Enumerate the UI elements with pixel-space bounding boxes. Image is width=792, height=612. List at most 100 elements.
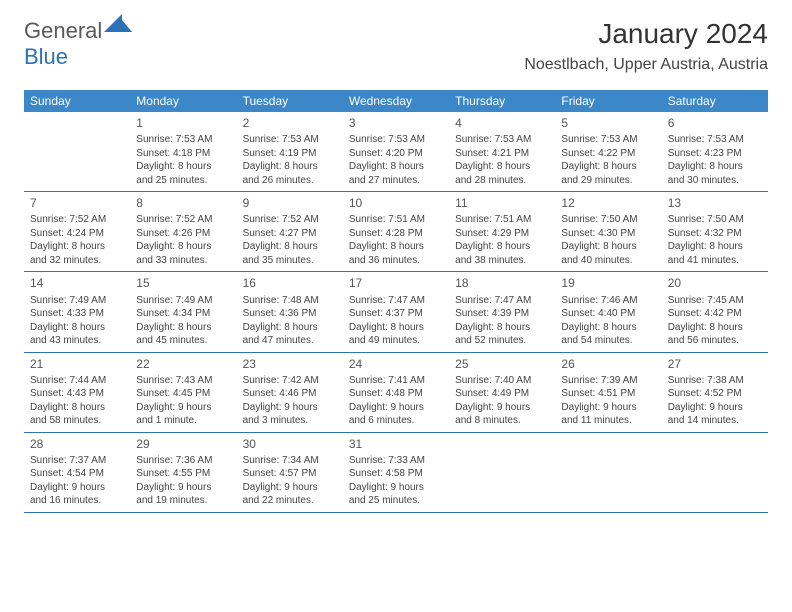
- day-info-line: Daylight: 8 hours: [243, 160, 337, 174]
- day-info-line: Sunset: 4:30 PM: [561, 227, 655, 241]
- day-info-line: Sunrise: 7:51 AM: [455, 213, 549, 227]
- day-info-line: and 25 minutes.: [136, 174, 230, 188]
- day-cell: 5Sunrise: 7:53 AMSunset: 4:22 PMDaylight…: [555, 112, 661, 191]
- day-info-line: Sunset: 4:32 PM: [668, 227, 762, 241]
- day-info-line: Daylight: 9 hours: [561, 401, 655, 415]
- calendar: SundayMondayTuesdayWednesdayThursdayFrid…: [24, 90, 768, 513]
- day-number: 17: [349, 275, 443, 291]
- day-info-line: Sunset: 4:49 PM: [455, 387, 549, 401]
- day-info-line: and 36 minutes.: [349, 254, 443, 268]
- day-number: 5: [561, 115, 655, 131]
- day-number: 16: [243, 275, 337, 291]
- day-info-line: Daylight: 8 hours: [30, 401, 124, 415]
- day-number: 4: [455, 115, 549, 131]
- weekday-header: Saturday: [662, 90, 768, 112]
- day-number: 11: [455, 195, 549, 211]
- day-info-line: Sunset: 4:54 PM: [30, 467, 124, 481]
- day-number: 25: [455, 356, 549, 372]
- day-info-line: Sunset: 4:29 PM: [455, 227, 549, 241]
- day-info-line: and 54 minutes.: [561, 334, 655, 348]
- day-info-line: and 43 minutes.: [30, 334, 124, 348]
- day-info-line: Daylight: 8 hours: [349, 160, 443, 174]
- weekday-header: Thursday: [449, 90, 555, 112]
- day-info-line: Sunset: 4:51 PM: [561, 387, 655, 401]
- day-cell: 18Sunrise: 7:47 AMSunset: 4:39 PMDayligh…: [449, 272, 555, 351]
- day-info-line: Sunrise: 7:49 AM: [30, 294, 124, 308]
- day-number: 19: [561, 275, 655, 291]
- day-info-line: Sunset: 4:24 PM: [30, 227, 124, 241]
- day-number: 15: [136, 275, 230, 291]
- day-info-line: and 38 minutes.: [455, 254, 549, 268]
- day-info-line: Sunrise: 7:53 AM: [561, 133, 655, 147]
- weekday-header: Monday: [130, 90, 236, 112]
- day-info-line: Sunrise: 7:33 AM: [349, 454, 443, 468]
- day-info-line: Daylight: 8 hours: [136, 160, 230, 174]
- day-info-line: Sunset: 4:20 PM: [349, 147, 443, 161]
- day-info-line: Sunrise: 7:41 AM: [349, 374, 443, 388]
- day-number: 3: [349, 115, 443, 131]
- day-cell: 3Sunrise: 7:53 AMSunset: 4:20 PMDaylight…: [343, 112, 449, 191]
- day-cell: [555, 433, 661, 512]
- week-row: 28Sunrise: 7:37 AMSunset: 4:54 PMDayligh…: [24, 433, 768, 513]
- day-number: 6: [668, 115, 762, 131]
- day-info-line: Sunset: 4:43 PM: [30, 387, 124, 401]
- day-info-line: Sunrise: 7:53 AM: [136, 133, 230, 147]
- day-cell: 31Sunrise: 7:33 AMSunset: 4:58 PMDayligh…: [343, 433, 449, 512]
- day-number: 2: [243, 115, 337, 131]
- day-info-line: and 56 minutes.: [668, 334, 762, 348]
- day-number: 30: [243, 436, 337, 452]
- day-number: 27: [668, 356, 762, 372]
- day-cell: 20Sunrise: 7:45 AMSunset: 4:42 PMDayligh…: [662, 272, 768, 351]
- day-cell: 21Sunrise: 7:44 AMSunset: 4:43 PMDayligh…: [24, 353, 130, 432]
- logo: General Blue: [24, 18, 132, 70]
- day-info-line: Sunset: 4:37 PM: [349, 307, 443, 321]
- day-number: 18: [455, 275, 549, 291]
- week-row: 1Sunrise: 7:53 AMSunset: 4:18 PMDaylight…: [24, 112, 768, 192]
- day-info-line: Daylight: 8 hours: [30, 240, 124, 254]
- page-title: January 2024: [524, 18, 768, 50]
- day-info-line: Sunrise: 7:53 AM: [455, 133, 549, 147]
- day-info-line: and 16 minutes.: [30, 494, 124, 508]
- day-info-line: Sunrise: 7:38 AM: [668, 374, 762, 388]
- day-info-line: Sunrise: 7:47 AM: [349, 294, 443, 308]
- day-info-line: Daylight: 8 hours: [668, 160, 762, 174]
- day-info-line: and 1 minute.: [136, 414, 230, 428]
- day-info-line: and 14 minutes.: [668, 414, 762, 428]
- day-info-line: Daylight: 8 hours: [561, 321, 655, 335]
- day-info-line: Sunset: 4:40 PM: [561, 307, 655, 321]
- weekday-header: Tuesday: [237, 90, 343, 112]
- day-info-line: Daylight: 8 hours: [561, 240, 655, 254]
- day-info-line: and 28 minutes.: [455, 174, 549, 188]
- day-cell: 4Sunrise: 7:53 AMSunset: 4:21 PMDaylight…: [449, 112, 555, 191]
- day-info-line: and 40 minutes.: [561, 254, 655, 268]
- day-number: 1: [136, 115, 230, 131]
- header: General Blue January 2024 Noestlbach, Up…: [0, 0, 792, 78]
- weekday-header: Friday: [555, 90, 661, 112]
- day-info-line: and 52 minutes.: [455, 334, 549, 348]
- day-info-line: Daylight: 8 hours: [455, 321, 549, 335]
- day-number: 29: [136, 436, 230, 452]
- day-info-line: Daylight: 9 hours: [349, 481, 443, 495]
- day-cell: 13Sunrise: 7:50 AMSunset: 4:32 PMDayligh…: [662, 192, 768, 271]
- day-info-line: and 35 minutes.: [243, 254, 337, 268]
- day-info-line: Sunset: 4:22 PM: [561, 147, 655, 161]
- day-info-line: Daylight: 8 hours: [136, 321, 230, 335]
- day-cell: 10Sunrise: 7:51 AMSunset: 4:28 PMDayligh…: [343, 192, 449, 271]
- day-info-line: and 58 minutes.: [30, 414, 124, 428]
- day-cell: 15Sunrise: 7:49 AMSunset: 4:34 PMDayligh…: [130, 272, 236, 351]
- weekday-header: Sunday: [24, 90, 130, 112]
- day-info-line: Sunset: 4:45 PM: [136, 387, 230, 401]
- day-cell: 19Sunrise: 7:46 AMSunset: 4:40 PMDayligh…: [555, 272, 661, 351]
- day-number: 28: [30, 436, 124, 452]
- weekday-header: Wednesday: [343, 90, 449, 112]
- day-info-line: Sunrise: 7:36 AM: [136, 454, 230, 468]
- day-info-line: Sunrise: 7:53 AM: [668, 133, 762, 147]
- day-info-line: and 6 minutes.: [349, 414, 443, 428]
- day-info-line: Sunset: 4:27 PM: [243, 227, 337, 241]
- day-cell: 2Sunrise: 7:53 AMSunset: 4:19 PMDaylight…: [237, 112, 343, 191]
- day-info-line: and 3 minutes.: [243, 414, 337, 428]
- day-info-line: and 8 minutes.: [455, 414, 549, 428]
- day-info-line: Sunset: 4:34 PM: [136, 307, 230, 321]
- day-cell: [662, 433, 768, 512]
- day-cell: 17Sunrise: 7:47 AMSunset: 4:37 PMDayligh…: [343, 272, 449, 351]
